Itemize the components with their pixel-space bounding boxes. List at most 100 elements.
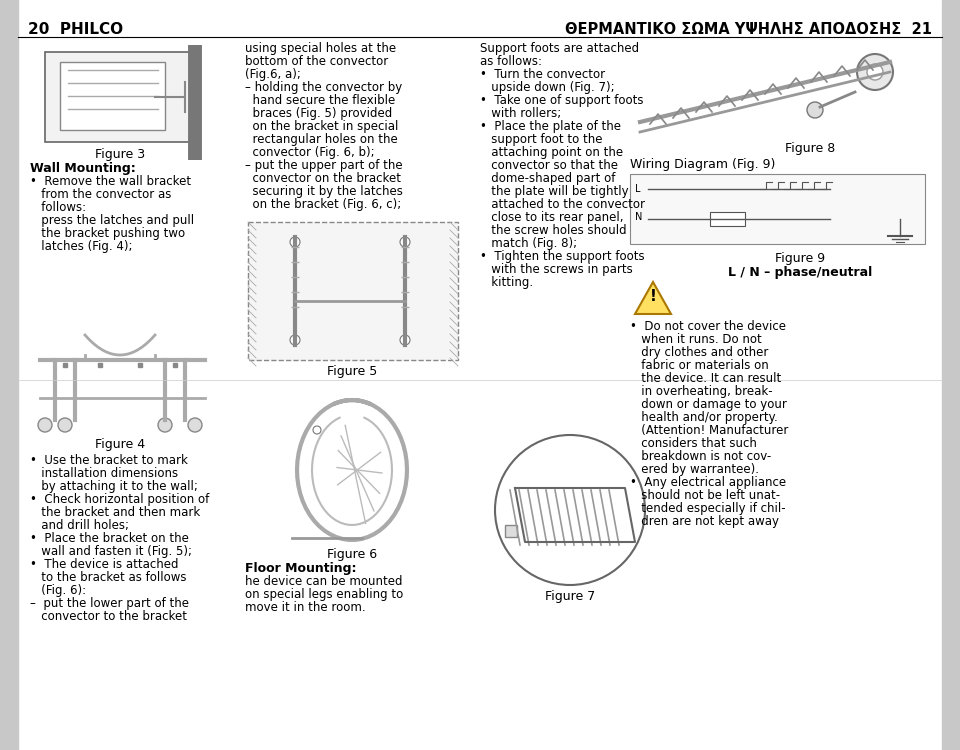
Bar (248, 222, 458, 360)
Text: move it in the room.: move it in the room. (245, 601, 366, 614)
Circle shape (400, 335, 410, 345)
Text: when it runs. Do not: when it runs. Do not (630, 333, 761, 346)
Text: match (Fig. 8);: match (Fig. 8); (480, 237, 577, 250)
Text: •  Remove the wall bracket: • Remove the wall bracket (30, 175, 191, 188)
Text: close to its rear panel,: close to its rear panel, (480, 211, 623, 224)
Text: Figure 3: Figure 3 (95, 148, 145, 161)
Text: Figure 8: Figure 8 (785, 142, 835, 155)
Bar (60, 62, 165, 130)
Text: convector (Fig. 6, b);: convector (Fig. 6, b); (245, 146, 374, 159)
Text: hand secure the flexible: hand secure the flexible (245, 94, 396, 107)
Text: upside down (Fig. 7);: upside down (Fig. 7); (480, 81, 614, 94)
Text: L: L (635, 184, 640, 194)
Text: attached to the convector: attached to the convector (480, 198, 645, 211)
Text: convector to the bracket: convector to the bracket (30, 610, 187, 623)
Text: should not be left unat-: should not be left unat- (630, 489, 780, 502)
Bar (710, 212, 745, 226)
Text: •  Take one of support foots: • Take one of support foots (480, 94, 643, 107)
Text: follows:: follows: (30, 201, 86, 214)
Text: support foot to the: support foot to the (480, 133, 603, 146)
Circle shape (290, 237, 300, 247)
Text: latches (Fig. 4);: latches (Fig. 4); (30, 240, 132, 253)
Text: securing it by the latches: securing it by the latches (245, 185, 403, 198)
Text: convector on the bracket: convector on the bracket (245, 172, 401, 185)
Text: braces (Fig. 5) provided: braces (Fig. 5) provided (245, 107, 393, 120)
Text: Figure 9: Figure 9 (775, 252, 825, 265)
Circle shape (313, 426, 321, 434)
Text: considers that such: considers that such (630, 437, 756, 450)
Text: •  Place the plate of the: • Place the plate of the (480, 120, 621, 133)
Text: •  Use the bracket to mark: • Use the bracket to mark (30, 454, 188, 467)
Circle shape (158, 418, 172, 432)
Text: Wall Mounting:: Wall Mounting: (30, 162, 135, 175)
Text: ered by warrantee).: ered by warrantee). (630, 463, 759, 476)
Text: !: ! (650, 289, 657, 304)
Text: fabric or materials on: fabric or materials on (630, 359, 769, 372)
Text: on the bracket in special: on the bracket in special (245, 120, 398, 133)
Text: health and/or property.: health and/or property. (630, 411, 778, 424)
Text: on special legs enabling to: on special legs enabling to (245, 588, 403, 601)
Text: •  Turn the convector: • Turn the convector (480, 68, 605, 81)
Text: wall and fasten it (Fig. 5);: wall and fasten it (Fig. 5); (30, 545, 192, 558)
Text: from the convector as: from the convector as (30, 188, 172, 201)
Text: with rollers;: with rollers; (480, 107, 562, 120)
Text: kitting.: kitting. (480, 276, 533, 289)
Text: (Fig. 6):: (Fig. 6): (30, 584, 86, 597)
Text: Floor Mounting:: Floor Mounting: (245, 562, 356, 575)
Text: Figure 5: Figure 5 (326, 365, 377, 378)
Text: 20  PHILCO: 20 PHILCO (28, 22, 123, 37)
Text: the bracket pushing two: the bracket pushing two (30, 227, 185, 240)
Text: in overheating, break-: in overheating, break- (630, 385, 773, 398)
Text: attaching point on the: attaching point on the (480, 146, 623, 159)
Text: the device. It can result: the device. It can result (630, 372, 781, 385)
Circle shape (58, 418, 72, 432)
Text: press the latches and pull: press the latches and pull (30, 214, 194, 227)
Text: •  Place the bracket on the: • Place the bracket on the (30, 532, 189, 545)
Circle shape (857, 54, 893, 90)
Circle shape (38, 418, 52, 432)
Text: N: N (635, 212, 642, 222)
Bar (942, 0, 960, 750)
Text: using special holes at the: using special holes at the (245, 42, 396, 55)
Circle shape (495, 435, 645, 585)
Text: •  Any electrical appliance: • Any electrical appliance (630, 476, 786, 489)
Text: – put the upper part of the: – put the upper part of the (245, 159, 402, 172)
Text: the plate will be tightly: the plate will be tightly (480, 185, 629, 198)
Text: – holding the convector by: – holding the convector by (245, 81, 402, 94)
Circle shape (807, 102, 823, 118)
Text: •  Check horizontal position of: • Check horizontal position of (30, 493, 209, 506)
Text: Wiring Diagram (Fig. 9): Wiring Diagram (Fig. 9) (630, 158, 776, 171)
Circle shape (290, 335, 300, 345)
Text: breakdown is not cov-: breakdown is not cov- (630, 450, 771, 463)
Text: with the screws in parts: with the screws in parts (480, 263, 633, 276)
Text: (Attention! Manufacturer: (Attention! Manufacturer (630, 424, 788, 437)
Text: convector so that the: convector so that the (480, 159, 618, 172)
Text: down or damage to your: down or damage to your (630, 398, 787, 411)
Text: bottom of the convector: bottom of the convector (245, 55, 388, 68)
Text: •  Tighten the support foots: • Tighten the support foots (480, 250, 644, 263)
Text: and drill holes;: and drill holes; (30, 519, 129, 532)
Text: tended especially if chil-: tended especially if chil- (630, 502, 785, 515)
Text: –  put the lower part of the: – put the lower part of the (30, 597, 189, 610)
Bar (45, 52, 190, 142)
Circle shape (400, 237, 410, 247)
Text: by attaching it to the wall;: by attaching it to the wall; (30, 480, 198, 493)
Text: Support foots are attached: Support foots are attached (480, 42, 639, 55)
Text: Figure 7: Figure 7 (545, 590, 595, 603)
Text: on the bracket (Fig. 6, c);: on the bracket (Fig. 6, c); (245, 198, 401, 211)
Circle shape (188, 418, 202, 432)
Text: Figure 4: Figure 4 (95, 438, 145, 451)
Text: dry clothes and other: dry clothes and other (630, 346, 768, 359)
Text: as follows:: as follows: (480, 55, 542, 68)
Bar (0, 0, 18, 750)
Text: he device can be mounted: he device can be mounted (245, 575, 402, 588)
Text: •  The device is attached: • The device is attached (30, 558, 179, 571)
Text: ΘΕΡΜΑΝΤΙΚΟ ΣΩΜΑ ΥΨΗΛΗΣ ΑΠΟΔΟΣΗΣ  21: ΘΕΡΜΑΝΤΙΚΟ ΣΩΜΑ ΥΨΗΛΗΣ ΑΠΟΔΟΣΗΣ 21 (565, 22, 932, 37)
Text: L / N – phase/neutral: L / N – phase/neutral (728, 266, 872, 279)
Text: installation dimensions: installation dimensions (30, 467, 179, 480)
Text: (Fig.6, a);: (Fig.6, a); (245, 68, 300, 81)
Text: Figure 6: Figure 6 (327, 548, 377, 561)
Text: dren are not kept away: dren are not kept away (630, 515, 779, 528)
Text: to the bracket as follows: to the bracket as follows (30, 571, 186, 584)
Text: rectangular holes on the: rectangular holes on the (245, 133, 397, 146)
